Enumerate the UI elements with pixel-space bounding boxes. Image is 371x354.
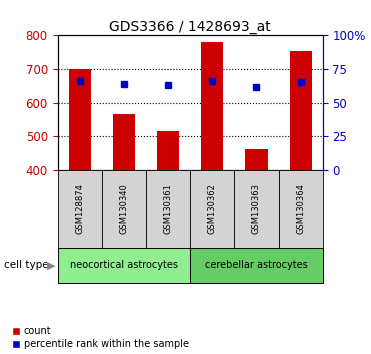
Text: GSM130340: GSM130340	[119, 183, 128, 234]
Bar	[157, 131, 179, 170]
Text: cell type: cell type	[4, 261, 48, 270]
Text: ▶: ▶	[47, 261, 55, 270]
Text: GSM128874: GSM128874	[75, 183, 84, 234]
FancyBboxPatch shape	[190, 170, 234, 248]
FancyBboxPatch shape	[279, 170, 323, 248]
Title: GDS3366 / 1428693_at: GDS3366 / 1428693_at	[109, 21, 271, 34]
FancyBboxPatch shape	[58, 170, 102, 248]
Legend: count, percentile rank within the sample: count, percentile rank within the sample	[12, 326, 189, 349]
Bar	[201, 42, 223, 170]
Text: cerebellar astrocytes: cerebellar astrocytes	[205, 261, 308, 270]
Bar	[290, 51, 312, 170]
FancyBboxPatch shape	[58, 248, 190, 283]
FancyBboxPatch shape	[190, 248, 323, 283]
FancyBboxPatch shape	[234, 170, 279, 248]
Text: neocortical astrocytes: neocortical astrocytes	[70, 261, 178, 270]
Text: GSM130362: GSM130362	[208, 183, 217, 234]
Text: GSM130363: GSM130363	[252, 183, 261, 234]
FancyBboxPatch shape	[102, 170, 146, 248]
Text: GSM130361: GSM130361	[164, 183, 173, 234]
Bar	[113, 114, 135, 170]
Bar	[69, 69, 91, 170]
FancyBboxPatch shape	[146, 170, 190, 248]
Bar	[245, 149, 267, 170]
Text: GSM130364: GSM130364	[296, 183, 305, 234]
